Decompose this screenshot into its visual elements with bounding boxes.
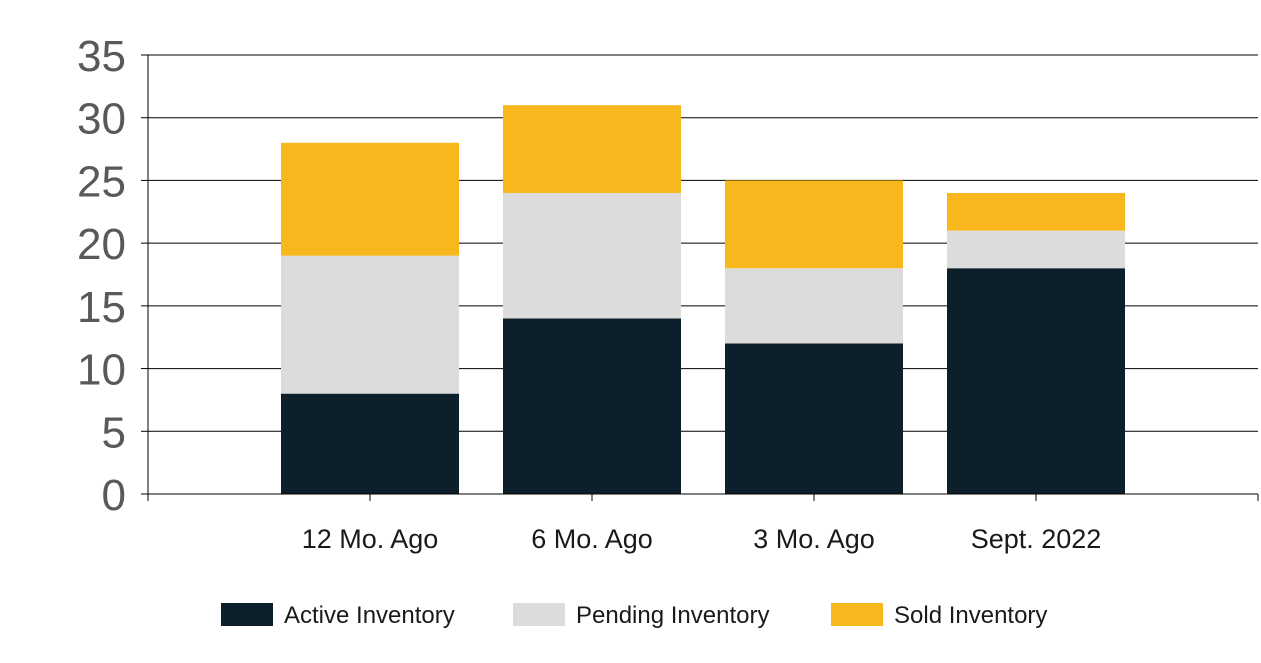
bar-segment-sold-inventory-2 bbox=[725, 180, 903, 269]
x-tick-label: 12 Mo. Ago bbox=[302, 524, 439, 554]
y-tick-label: 30 bbox=[77, 95, 126, 144]
x-tick-label: Sept. 2022 bbox=[971, 524, 1102, 554]
bars bbox=[281, 105, 1125, 494]
bar-segment-pending-inventory-2 bbox=[725, 268, 903, 344]
y-tick-label: 25 bbox=[77, 157, 126, 206]
bar-segment-pending-inventory-3 bbox=[947, 230, 1125, 269]
legend-label: Active Inventory bbox=[284, 602, 455, 629]
legend-item: Sold Inventory bbox=[831, 602, 1047, 629]
legend-label: Sold Inventory bbox=[894, 602, 1047, 629]
y-axis: 0 5 10 15 20 25 30 35 bbox=[77, 32, 149, 520]
x-axis: 12 Mo. Ago 6 Mo. Ago 3 Mo. Ago Sept. 2022 bbox=[147, 493, 1259, 554]
y-tick-label: 0 bbox=[102, 471, 126, 520]
bar-segment-active-inventory-0 bbox=[281, 393, 459, 494]
legend-swatch bbox=[831, 603, 883, 626]
x-tick-label: 6 Mo. Ago bbox=[531, 524, 653, 554]
y-tick-label: 35 bbox=[77, 32, 126, 81]
legend-item: Pending Inventory bbox=[513, 602, 769, 629]
bar-segment-active-inventory-2 bbox=[725, 343, 903, 494]
bar-segment-sold-inventory-3 bbox=[947, 192, 1125, 231]
legend-label: Pending Inventory bbox=[576, 602, 769, 629]
legend: Active Inventory Pending Inventory Sold In… bbox=[221, 602, 1047, 629]
bar-segment-sold-inventory-1 bbox=[503, 105, 681, 193]
bar-segment-active-inventory-1 bbox=[503, 318, 681, 494]
legend-swatch bbox=[513, 603, 565, 626]
y-tick-label: 10 bbox=[77, 346, 126, 395]
y-tick-label: 15 bbox=[77, 283, 126, 332]
y-tick-label: 5 bbox=[102, 408, 126, 457]
bar-segment-pending-inventory-1 bbox=[503, 192, 681, 319]
bar-segment-active-inventory-3 bbox=[947, 268, 1125, 494]
bar-segment-pending-inventory-0 bbox=[281, 255, 459, 394]
legend-swatch bbox=[221, 603, 273, 626]
y-tick-label: 20 bbox=[77, 220, 126, 269]
bar-segment-sold-inventory-0 bbox=[281, 142, 459, 256]
legend-item: Active Inventory bbox=[221, 602, 455, 629]
x-tick-label: 3 Mo. Ago bbox=[753, 524, 875, 554]
